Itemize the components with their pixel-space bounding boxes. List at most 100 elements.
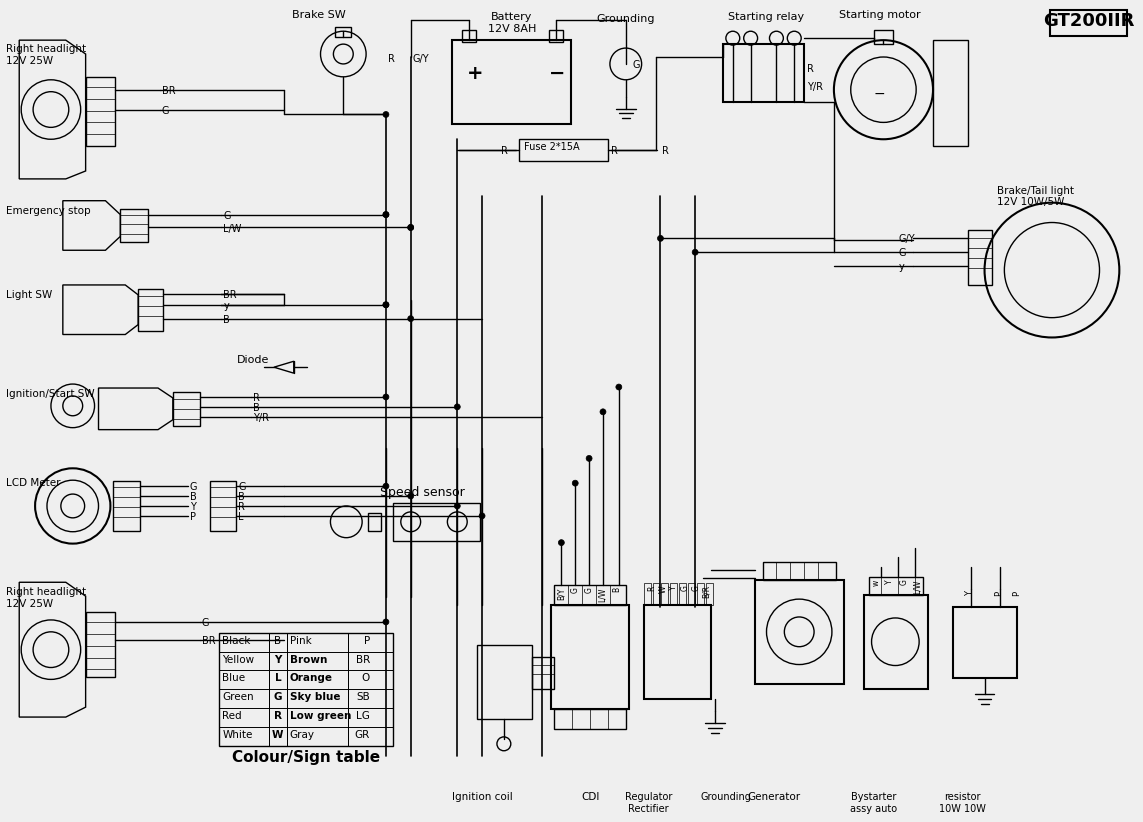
- Circle shape: [383, 483, 389, 489]
- Text: Bystarter
assy auto: Bystarter assy auto: [850, 792, 897, 814]
- Circle shape: [383, 112, 389, 118]
- Bar: [864, 595, 928, 690]
- Text: Speed sensor: Speed sensor: [381, 486, 465, 499]
- Text: resistor
10W 10W: resistor 10W 10W: [940, 792, 986, 814]
- Text: SB: SB: [357, 692, 370, 702]
- Bar: [519, 139, 608, 161]
- Bar: [697, 584, 704, 605]
- Text: G: G: [190, 483, 198, 492]
- Text: Colour/Sign table: Colour/Sign table: [232, 750, 381, 764]
- Circle shape: [479, 513, 485, 519]
- Text: GR: GR: [354, 730, 370, 740]
- Text: P: P: [994, 591, 1004, 596]
- Circle shape: [616, 384, 622, 390]
- Text: y: y: [223, 301, 229, 311]
- Bar: [662, 584, 669, 605]
- Circle shape: [600, 409, 606, 415]
- Circle shape: [454, 503, 461, 509]
- Text: R: R: [807, 64, 814, 74]
- Text: Diode: Diode: [238, 355, 270, 365]
- Text: Y: Y: [274, 654, 281, 665]
- Text: Brake/Tail light
12V 10W/5W: Brake/Tail light 12V 10W/5W: [998, 186, 1074, 207]
- Text: Emergency stop: Emergency stop: [7, 206, 91, 215]
- Text: B: B: [274, 635, 281, 646]
- Text: Y: Y: [886, 580, 895, 584]
- Text: R: R: [610, 146, 617, 156]
- Text: Starting motor: Starting motor: [839, 11, 920, 21]
- Text: L: L: [274, 673, 281, 683]
- Text: Y: Y: [965, 591, 974, 596]
- Text: +: +: [467, 64, 483, 83]
- Text: Grounding: Grounding: [596, 14, 655, 25]
- Text: G: G: [273, 692, 282, 702]
- Text: G: G: [201, 618, 209, 628]
- Text: Y: Y: [670, 585, 679, 590]
- Text: Black: Black: [223, 635, 250, 646]
- Bar: [550, 30, 563, 42]
- Text: G/Y: G/Y: [413, 54, 430, 64]
- Text: Pink: Pink: [290, 635, 312, 646]
- Text: Grounding: Grounding: [701, 792, 751, 802]
- Text: LG: LG: [357, 711, 370, 721]
- Text: Low green: Low green: [290, 711, 351, 721]
- Text: G/Y: G/Y: [898, 234, 914, 244]
- Circle shape: [383, 619, 389, 625]
- Circle shape: [693, 249, 698, 255]
- Text: P: P: [363, 635, 370, 646]
- Circle shape: [408, 493, 414, 499]
- Text: G: G: [692, 585, 701, 591]
- Text: Right headlight
12V 25W: Right headlight 12V 25W: [7, 587, 87, 609]
- Text: R: R: [238, 502, 245, 512]
- Text: Fuse 2*15A: Fuse 2*15A: [523, 142, 580, 152]
- Bar: [688, 584, 695, 605]
- Text: w: w: [872, 580, 880, 585]
- Bar: [953, 607, 1017, 678]
- Circle shape: [657, 235, 663, 242]
- Text: Gray: Gray: [290, 730, 314, 740]
- Text: Yellow: Yellow: [223, 654, 255, 665]
- Bar: [679, 584, 686, 605]
- Text: G: G: [680, 585, 689, 591]
- Text: G: G: [162, 105, 169, 116]
- Text: Brown: Brown: [290, 654, 327, 665]
- Circle shape: [559, 540, 565, 546]
- Text: P: P: [190, 512, 195, 522]
- Text: y: y: [898, 262, 904, 272]
- Text: R: R: [253, 393, 259, 403]
- Bar: [671, 584, 678, 605]
- Circle shape: [383, 302, 389, 307]
- Circle shape: [383, 302, 389, 307]
- Bar: [722, 44, 805, 102]
- Text: G: G: [900, 580, 909, 585]
- Text: G: G: [898, 248, 905, 258]
- Text: B/Y: B/Y: [557, 587, 566, 599]
- Text: L/W: L/W: [913, 580, 922, 593]
- Text: B: B: [253, 403, 259, 413]
- Text: W: W: [272, 730, 283, 740]
- Text: Red: Red: [223, 711, 242, 721]
- Text: Generator: Generator: [748, 792, 801, 802]
- Text: R: R: [387, 54, 394, 64]
- Bar: [453, 40, 572, 124]
- Circle shape: [383, 394, 389, 400]
- Text: Orange: Orange: [290, 673, 333, 683]
- Text: B: B: [223, 315, 230, 325]
- Text: G: G: [238, 483, 246, 492]
- Circle shape: [383, 211, 389, 218]
- Text: Y: Y: [190, 502, 195, 512]
- Text: BR: BR: [201, 635, 215, 646]
- Text: R: R: [274, 711, 282, 721]
- Text: GT200IIR: GT200IIR: [1042, 12, 1134, 30]
- Text: G: G: [584, 587, 593, 593]
- Circle shape: [573, 480, 578, 486]
- Text: Battery
12V 8AH: Battery 12V 8AH: [488, 12, 536, 34]
- Bar: [644, 584, 650, 605]
- Text: G: G: [633, 60, 640, 70]
- Text: Right headlight
12V 25W: Right headlight 12V 25W: [7, 44, 87, 66]
- Text: L: L: [238, 512, 243, 522]
- Text: Sky blue: Sky blue: [290, 692, 341, 702]
- Text: Regulator
Rectifier: Regulator Rectifier: [625, 792, 672, 814]
- Bar: [653, 584, 660, 605]
- Circle shape: [408, 316, 414, 321]
- Text: −: −: [873, 87, 885, 101]
